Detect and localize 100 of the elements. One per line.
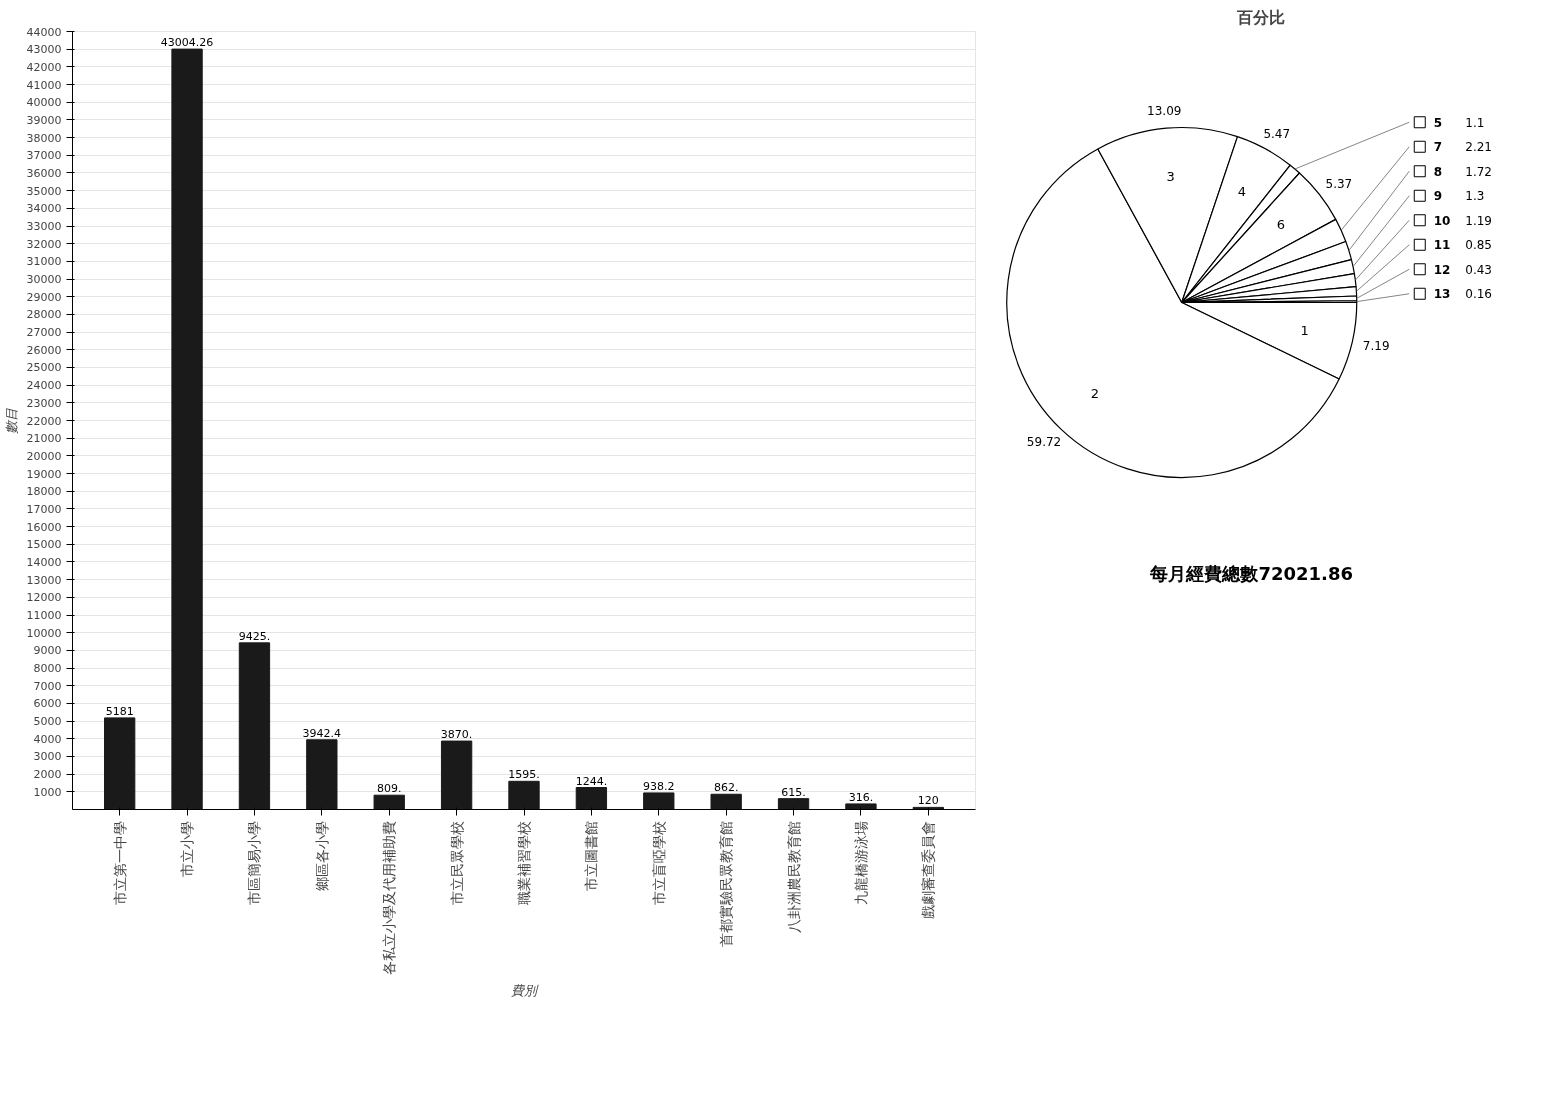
data-label: 13.09	[1147, 104, 1182, 119]
data-label: 3942.4	[302, 726, 342, 740]
y-tick-label: 40000	[26, 96, 62, 110]
x-tick-label: 市立小學	[179, 820, 196, 877]
y-tick-label: 22000	[26, 414, 62, 428]
legend-label: 12	[1433, 262, 1451, 277]
bar	[575, 787, 608, 810]
x-tick-label: 市立盲啞學校	[650, 820, 667, 905]
y-tick-label: 21000	[26, 432, 62, 446]
data-label: 1.19	[1465, 213, 1492, 228]
bar	[306, 739, 338, 810]
y-axis-title: 數目	[3, 407, 19, 434]
y-tick-label: 34000	[26, 202, 62, 216]
y-tick-label: 24000	[26, 379, 62, 393]
legend-label: 10	[1433, 213, 1451, 228]
y-tick-label: 7000	[33, 679, 62, 693]
y-tick-label: 18000	[26, 485, 62, 499]
data-label: 316.	[848, 790, 874, 804]
y-tick-label: 27000	[26, 326, 62, 340]
bar	[710, 793, 742, 810]
y-tick-label: 41000	[26, 78, 62, 92]
data-label: 862.	[713, 781, 739, 795]
legend-label: 9	[1433, 189, 1443, 204]
y-tick-label: 28000	[26, 308, 62, 322]
data-label: 938.2	[643, 779, 675, 793]
y-tick-label: 3000	[33, 750, 62, 764]
y-tick-label: 32000	[26, 237, 62, 251]
y-tick-label: 29000	[26, 290, 62, 304]
y-tick-label: 17000	[26, 502, 62, 516]
bar	[643, 792, 675, 810]
y-tick-label: 30000	[26, 273, 62, 287]
y-tick-label: 16000	[26, 520, 62, 534]
data-label: 3870.	[440, 728, 473, 742]
text: 每月經費總數72021.86	[1149, 563, 1354, 585]
y-tick-label: 4000	[33, 732, 62, 746]
slice-label: 2	[1090, 386, 1099, 402]
bar	[440, 740, 473, 810]
data-label: 5.37	[1325, 177, 1353, 192]
y-tick-label: 25000	[26, 361, 62, 375]
x-tick-label: 戲劇審查委員會	[920, 820, 937, 919]
x-tick-label: 鄉區各小學	[313, 820, 330, 891]
bar	[845, 803, 877, 810]
data-label: 59.72	[1026, 435, 1062, 450]
data-label: 5.47	[1263, 126, 1291, 141]
y-tick-label: 5000	[33, 715, 62, 729]
x-axis-title: 費別	[511, 982, 539, 998]
legend-label: 8	[1433, 164, 1443, 179]
bar	[238, 642, 271, 810]
y-tick-label: 12000	[26, 591, 62, 605]
y-tick-label: 6000	[33, 697, 62, 711]
bar	[171, 48, 203, 810]
x-tick-label: 首都實驗民眾教育館	[718, 820, 735, 947]
chart-title: 百分比	[1235, 7, 1285, 27]
y-tick-label: 11000	[26, 609, 62, 622]
legend-label: 11	[1433, 238, 1451, 253]
y-tick-label: 31000	[26, 255, 62, 269]
y-tick-label: 39000	[26, 113, 62, 127]
bar	[373, 794, 405, 810]
x-tick-label: 職業補習學校	[516, 820, 532, 905]
y-tick-label: 20000	[26, 449, 62, 463]
data-label: 1.1	[1465, 115, 1485, 130]
slice-label: 3	[1166, 169, 1175, 185]
x-tick-label: 市立第一中學	[111, 820, 128, 905]
data-label: 9425.	[238, 629, 271, 643]
y-tick-label: 38000	[26, 131, 62, 145]
data-label: 615.	[781, 785, 806, 799]
x-tick-label: 市立圖書館	[583, 820, 600, 891]
x-tick-label: 九龍橋游泳場	[852, 820, 869, 905]
y-tick-label: 42000	[26, 60, 62, 74]
y-tick-label: 2000	[33, 768, 62, 782]
y-tick-label: 44000	[26, 25, 62, 39]
x-tick-label: 各私立小學及代用補助費	[381, 820, 398, 975]
x-tick-label: 市區簡易小學	[246, 820, 263, 905]
data-label: 2.21	[1465, 140, 1492, 155]
bar	[104, 717, 136, 810]
y-tick-label: 14000	[26, 555, 62, 569]
data-label: 1.72	[1465, 164, 1492, 179]
y-tick-label: 23000	[26, 396, 62, 410]
data-label: 5181	[105, 704, 134, 718]
y-tick-label: 8000	[33, 662, 62, 676]
y-tick-label: 15000	[26, 538, 62, 552]
data-label: 43004.26	[160, 36, 214, 50]
data-label: 1244.	[575, 774, 608, 788]
data-label: 120	[917, 794, 939, 808]
data-label: 0.85	[1465, 238, 1492, 253]
slice-label: 6	[1276, 217, 1286, 233]
y-tick-label: 19000	[26, 467, 62, 481]
y-tick-label: 9000	[33, 644, 62, 658]
y-tick-label: 1000	[33, 785, 62, 799]
data-label: 809.	[376, 782, 402, 796]
legend-label: 7	[1433, 140, 1443, 155]
x-tick-label: 市立民眾學校	[448, 820, 465, 905]
legend-label: 5	[1433, 115, 1443, 130]
y-tick-label: 26000	[26, 343, 62, 357]
y-tick-label: 10000	[26, 626, 62, 640]
data-label: 7.19	[1362, 339, 1390, 354]
y-tick-label: 35000	[26, 184, 62, 198]
y-tick-label: 36000	[26, 166, 62, 180]
legend-label: 13	[1433, 287, 1451, 302]
x-tick-label: 八卦洲農民教育館	[785, 820, 802, 933]
